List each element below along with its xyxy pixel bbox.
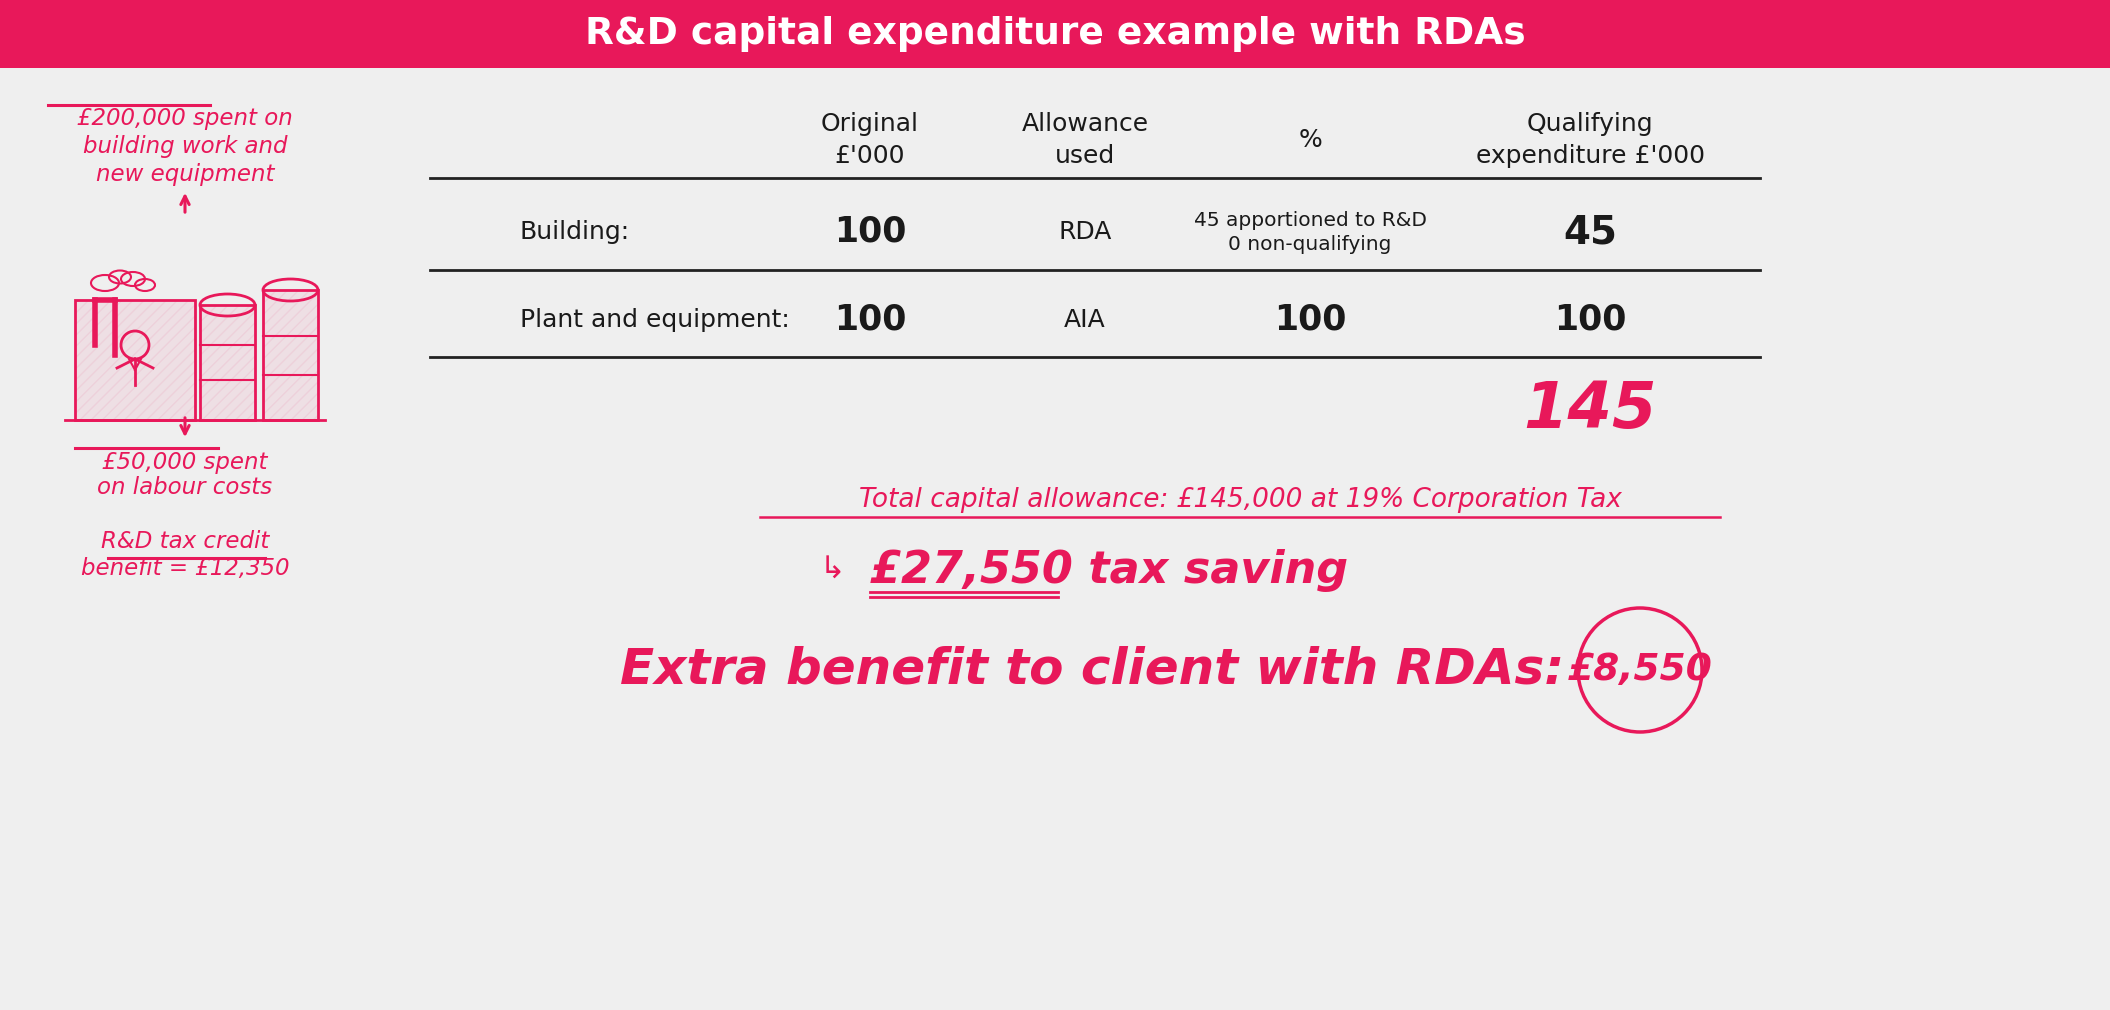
Bar <box>76 300 194 420</box>
Text: benefit = £12,350: benefit = £12,350 <box>80 557 289 580</box>
Text: 145: 145 <box>1523 379 1656 441</box>
Bar <box>200 305 255 420</box>
Text: 0 non-qualifying: 0 non-qualifying <box>1228 234 1393 254</box>
Text: ↳: ↳ <box>821 556 846 585</box>
Text: on labour costs: on labour costs <box>97 477 272 500</box>
Text: £8,550: £8,550 <box>1568 652 1713 688</box>
Text: 100: 100 <box>833 303 905 337</box>
Text: Qualifying
expenditure £'000: Qualifying expenditure £'000 <box>1475 112 1705 168</box>
Text: Extra benefit to client with RDAs:: Extra benefit to client with RDAs: <box>620 646 1564 694</box>
Text: Original
£'000: Original £'000 <box>821 112 920 168</box>
Text: 100: 100 <box>833 215 905 249</box>
Text: new equipment: new equipment <box>95 163 274 186</box>
Bar <box>264 290 319 420</box>
Text: 100: 100 <box>1553 303 1627 337</box>
Text: R&D capital expenditure example with RDAs: R&D capital expenditure example with RDA… <box>584 16 1526 52</box>
Text: AIA: AIA <box>1063 308 1106 332</box>
Text: 100: 100 <box>1274 303 1346 337</box>
Text: Plant and equipment:: Plant and equipment: <box>519 308 789 332</box>
Text: £200,000 spent on: £200,000 spent on <box>78 106 293 129</box>
Bar <box>264 290 319 420</box>
Bar <box>0 0 2110 68</box>
Text: building work and: building work and <box>82 134 287 158</box>
Text: %: % <box>1298 128 1321 152</box>
Text: 45 apportioned to R&D: 45 apportioned to R&D <box>1194 210 1426 229</box>
Bar <box>76 300 194 420</box>
Text: Total capital allowance: £145,000 at 19% Corporation Tax: Total capital allowance: £145,000 at 19%… <box>859 487 1620 513</box>
Text: £27,550 tax saving: £27,550 tax saving <box>869 548 1348 592</box>
Text: RDA: RDA <box>1059 220 1112 244</box>
Bar <box>200 305 255 420</box>
Text: Allowance
used: Allowance used <box>1021 112 1148 168</box>
Text: 45: 45 <box>1564 213 1616 251</box>
Text: Building:: Building: <box>519 220 631 244</box>
Text: R&D tax credit: R&D tax credit <box>101 530 270 553</box>
Text: £50,000 spent: £50,000 spent <box>101 450 268 474</box>
